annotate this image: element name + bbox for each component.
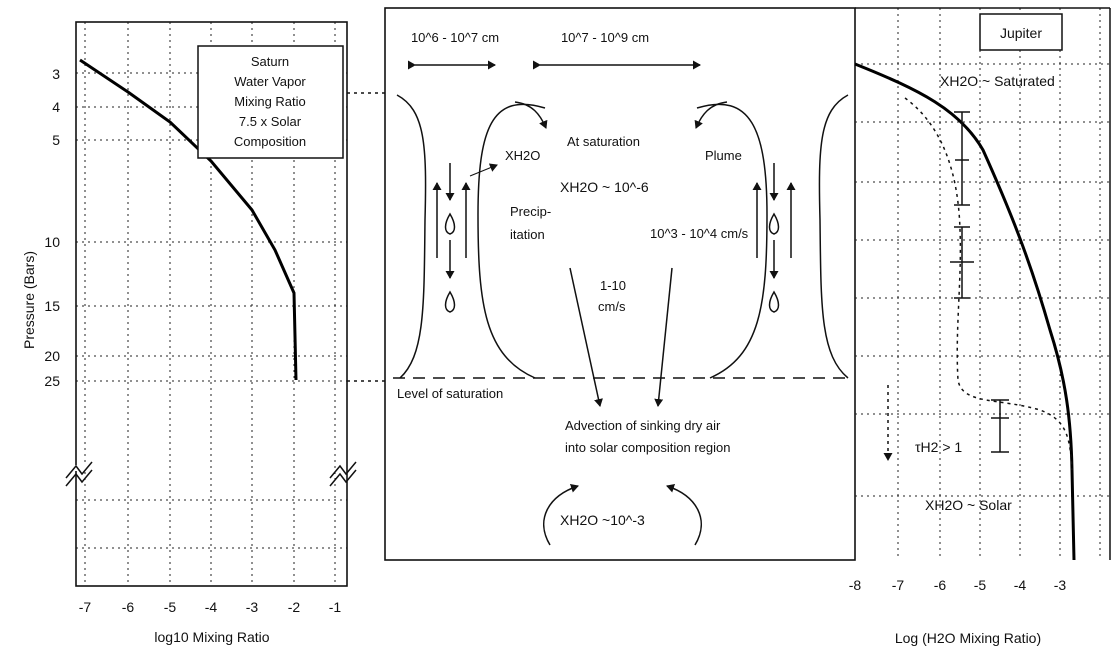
downdraft-speed-label-2: cm/s	[598, 299, 626, 314]
axis-break-left	[65, 461, 100, 487]
axis-break-right	[329, 461, 357, 487]
saturn-xtick--7: -7	[79, 599, 92, 615]
error-bar-3	[991, 399, 1009, 453]
saturn-box-line-2: Water Vapor	[234, 74, 306, 89]
schematic-frame	[384, 7, 856, 561]
x-h2o-bottom-label: XH2O ~10^-3	[560, 512, 645, 528]
saturn-y-axis-label: Pressure (Bars)	[21, 251, 37, 349]
saturn-ytick-25: 25	[44, 373, 60, 389]
circulation-arrow-left	[543, 483, 579, 546]
plume-label: Plume	[705, 148, 742, 163]
saturn-panel: Saturn Water Vapor Mixing Ratio 7.5 x So…	[21, 21, 357, 645]
saturn-xtick--5: -5	[164, 599, 177, 615]
jupiter-gridlines	[855, 8, 1110, 560]
saturated-label: XH2O ~ Saturated	[940, 73, 1055, 89]
saturation-level-label: Level of saturation	[397, 386, 503, 401]
error-bar-2	[950, 226, 974, 299]
jupiter-title-box	[979, 13, 1063, 51]
saturn-ytick-15: 15	[44, 298, 60, 314]
saturn-xtick--4: -4	[205, 599, 218, 615]
jupiter-panel: Jupiter XH2O ~ Saturated τH2 > 1 XH2O ~ …	[849, 7, 1111, 646]
circulation-arrow-right	[666, 483, 702, 546]
saturn-frame	[75, 21, 348, 587]
advection-label-2: into solar composition region	[565, 440, 730, 455]
saturn-xtick--2: -2	[288, 599, 301, 615]
optical-depth-label: τH2 > 1	[915, 439, 962, 455]
jupiter-title: Jupiter	[1000, 25, 1042, 41]
downdraft-speed-label-1: 1-10	[600, 278, 626, 293]
jupiter-xtick--4: -4	[1014, 577, 1027, 593]
jupiter-xtick--6: -6	[934, 577, 947, 593]
saturn-box-line-1: Saturn	[251, 54, 289, 69]
saturn-curve	[79, 58, 298, 381]
left-plume	[396, 94, 548, 379]
saturn-ytick-4: 4	[52, 99, 60, 115]
saturn-box-line-5: Composition	[234, 134, 306, 149]
jupiter-dotted-profile	[904, 97, 1073, 471]
jupiter-xtick--5: -5	[974, 577, 987, 593]
advection-label-1: Advection of sinking dry air	[565, 418, 721, 433]
precipitation-label-1: Precip-	[510, 204, 551, 219]
saturn-xtick--6: -6	[122, 599, 135, 615]
x-h2o-left-label: XH2O	[505, 148, 540, 163]
saturn-legend-box	[197, 45, 344, 159]
saturn-x-axis-label: log10 Mixing Ratio	[154, 629, 269, 645]
at-saturation-label: At saturation	[567, 134, 640, 149]
saturn-ytick-20: 20	[44, 348, 60, 364]
x-h2o-center-label: XH2O ~ 10^-6	[560, 179, 649, 195]
error-bar-1	[954, 111, 970, 206]
saturn-box-line-3: Mixing Ratio	[234, 94, 306, 109]
saturn-xtick--1: -1	[329, 599, 342, 615]
saturn-ytick-3: 3	[52, 66, 60, 82]
jupiter-xtick--7: -7	[892, 577, 905, 593]
scale-left-label: 10^6 - 10^7 cm	[411, 30, 499, 45]
sinking-arrow-left	[569, 267, 603, 407]
updraft-speed-label: 10^3 - 10^4 cm/s	[650, 226, 749, 241]
schematic-panel: 10^6 - 10^7 cm 10^7 - 10^9 cm	[384, 7, 856, 561]
jupiter-xtick--3: -3	[1054, 577, 1067, 593]
right-plume	[694, 94, 849, 379]
precipitation-label-2: itation	[510, 227, 545, 242]
saturn-xtick--3: -3	[246, 599, 259, 615]
saturn-ytick-10: 10	[44, 234, 60, 250]
jupiter-x-axis-label: Log (H2O Mixing Ratio)	[895, 630, 1041, 646]
saturn-box-line-4: 7.5 x Solar	[239, 114, 302, 129]
scale-right-label: 10^7 - 10^9 cm	[561, 30, 649, 45]
jupiter-saturated-curve	[854, 62, 1076, 561]
jupiter-xtick--8: -8	[849, 577, 862, 593]
sinking-arrow-right	[654, 267, 673, 407]
solar-label: XH2O ~ Solar	[925, 497, 1012, 513]
saturn-ytick-5: 5	[52, 132, 60, 148]
